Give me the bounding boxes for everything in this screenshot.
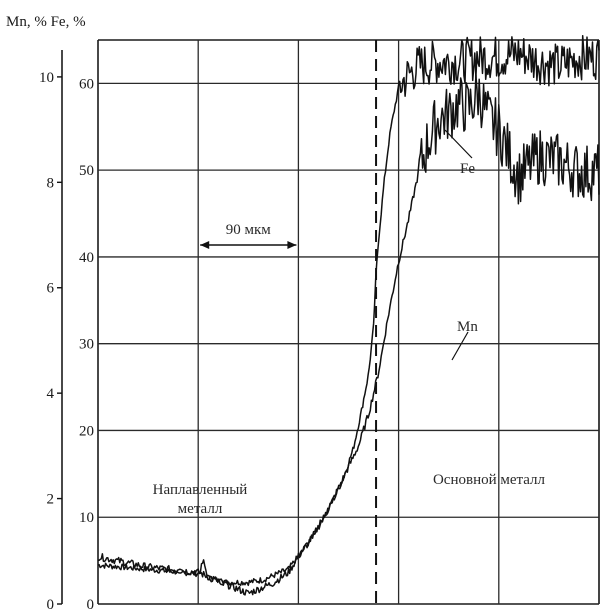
mn-tick-label-8: 8 [47,175,55,191]
fe-label-leader [444,129,473,159]
fe-tick-label-50: 50 [79,163,94,179]
mn-tick-label-2: 2 [47,492,55,508]
scale-bar-arrow-right [287,241,297,249]
series-line-fe [97,35,600,587]
mn-series-label: Mn [457,319,478,335]
region-label-deposited-1: Наплавленный [153,482,248,498]
mn-tick-label-4: 4 [47,386,55,402]
mn-tick-label-0: 0 [47,597,55,609]
region-label-deposited-2: металл [178,501,223,517]
fe-series-label: Fe [460,161,475,177]
fe-tick-label-0: 0 [87,597,95,609]
mn-tick-label-6: 6 [47,281,55,297]
mn-label-leader [451,331,469,361]
series-layer [97,35,600,596]
fe-tick-label-30: 30 [79,337,94,353]
fe-tick-label-40: 40 [79,250,94,266]
grid [98,40,600,604]
scale-bar-label: 90 мкм [226,222,272,238]
region-label-base-metal: Основной металл [433,472,546,488]
tick-labels: 0 10 20 30 40 50 60 0 2 4 6 8 10 [39,70,94,609]
series-line-mn [97,74,600,596]
fe-tick-label-20: 20 [79,423,94,439]
mn-tick-label-10: 10 [39,70,54,86]
plot-frame [61,39,600,605]
scale-bar-arrow-left [200,241,210,249]
y-axis-title: Mn, % Fe, % [6,14,86,30]
fe-tick-label-10: 10 [79,510,94,526]
fe-tick-label-60: 60 [79,76,94,92]
annotations: Fe Mn 90 мкм Наплавленный металл Основной мет… [153,129,546,517]
